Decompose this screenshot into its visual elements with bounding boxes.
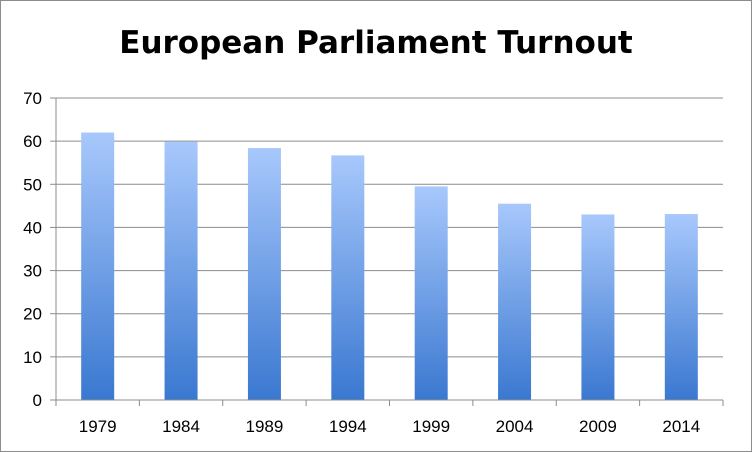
bar-1999 [414,186,448,400]
bars [81,132,698,400]
y-tick-label: 60 [23,132,42,151]
y-tick-label: 10 [23,348,42,367]
axes [50,97,724,406]
y-tick-label: 30 [23,262,42,281]
x-tick-label: 2009 [579,417,617,436]
x-tick-label: 1989 [246,417,284,436]
x-tick-label: 2004 [496,417,534,436]
chart-title: European Parliament Turnout [119,25,633,61]
x-tick-label: 2014 [662,417,700,436]
bar-2014 [664,214,698,400]
tick-labels: 0 10 20 30 40 50 60 70 1979 1984 1989 1994 1999 2004 2… [23,89,700,436]
bar-1994 [331,155,365,400]
y-tick-label: 40 [23,218,42,237]
x-tick-label: 1999 [412,417,450,436]
gridlines [56,97,723,358]
y-tick-label: 20 [23,305,42,324]
bar-1989 [247,148,281,400]
y-tick-label: 50 [23,175,42,194]
y-tick-label: 70 [23,89,42,108]
x-tick-label: 1979 [79,417,117,436]
bar-2004 [498,203,532,400]
bar-2009 [581,214,615,400]
x-tick-label: 1984 [162,417,200,436]
bar-1979 [81,132,115,400]
x-tick-label: 1994 [329,417,367,436]
bar-1984 [164,141,198,400]
y-tick-label: 0 [33,391,42,410]
